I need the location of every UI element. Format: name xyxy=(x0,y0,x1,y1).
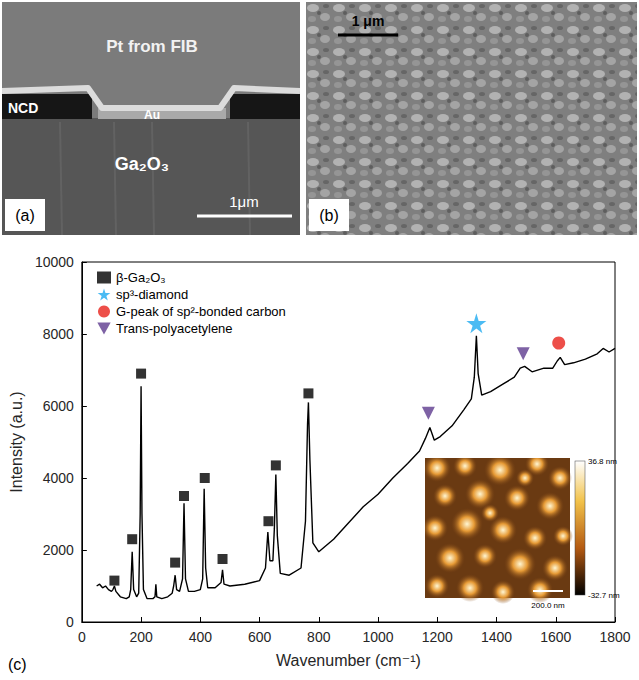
svg-text:1000: 1000 xyxy=(362,629,393,645)
svg-text:800: 800 xyxy=(307,629,331,645)
svg-text:Wavenumber (cm⁻¹): Wavenumber (cm⁻¹) xyxy=(276,652,421,669)
svg-text:1800: 1800 xyxy=(599,629,630,645)
svg-text:4000: 4000 xyxy=(43,470,74,486)
svg-text:10000: 10000 xyxy=(35,254,74,270)
svg-text:1μm: 1μm xyxy=(229,193,258,210)
svg-text:-32.7 nm: -32.7 nm xyxy=(588,591,620,600)
svg-text:1 μm: 1 μm xyxy=(352,13,385,29)
svg-text:1200: 1200 xyxy=(422,629,453,645)
svg-text:1400: 1400 xyxy=(481,629,512,645)
svg-text:(b): (b) xyxy=(319,207,339,224)
svg-text:Intensity (a.u.): Intensity (a.u.) xyxy=(8,391,25,492)
svg-text:NCD: NCD xyxy=(8,100,38,116)
svg-text:200.0 nm: 200.0 nm xyxy=(531,601,565,610)
svg-text:600: 600 xyxy=(248,629,272,645)
svg-text:200: 200 xyxy=(129,629,153,645)
svg-text:0: 0 xyxy=(66,614,74,630)
svg-text:Pt from FIB: Pt from FIB xyxy=(106,37,198,56)
svg-text:(a): (a) xyxy=(15,207,35,224)
svg-text:2000: 2000 xyxy=(43,542,74,558)
svg-text:Trans-polyacetylene: Trans-polyacetylene xyxy=(116,321,233,336)
svg-text:6000: 6000 xyxy=(43,398,74,414)
svg-text:G-peak of sp²-bonded carbon: G-peak of sp²-bonded carbon xyxy=(116,304,286,319)
svg-text:400: 400 xyxy=(189,629,213,645)
svg-text:36.8 nm: 36.8 nm xyxy=(588,458,617,466)
svg-text:Ga₂O₃: Ga₂O₃ xyxy=(115,154,169,174)
svg-text:1600: 1600 xyxy=(540,629,571,645)
svg-text:sp³-diamond: sp³-diamond xyxy=(116,287,188,302)
svg-text:8000: 8000 xyxy=(43,326,74,342)
svg-text:β-Ga₂O₃: β-Ga₂O₃ xyxy=(116,270,166,285)
svg-text:Au: Au xyxy=(144,108,160,122)
svg-text:0: 0 xyxy=(78,629,86,645)
svg-text:(c): (c) xyxy=(8,656,27,673)
